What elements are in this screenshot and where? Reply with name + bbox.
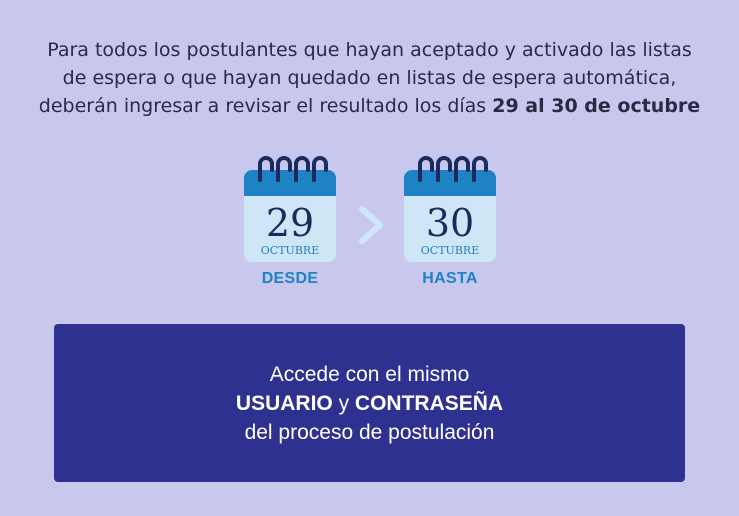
password-label: CONTRASEÑA bbox=[354, 391, 504, 415]
end-date-calendar: 30 OCTUBRE HASTA bbox=[402, 150, 498, 288]
intro-line-3: deberán ingresar a revisar el resultado … bbox=[20, 92, 719, 120]
start-caption: DESDE bbox=[261, 270, 319, 287]
start-day: 29 bbox=[266, 201, 314, 245]
start-month: OCTUBRE bbox=[261, 244, 319, 257]
end-caption: HASTA bbox=[422, 270, 478, 287]
intro-line-1: Para todos los postulantes que hayan ace… bbox=[47, 39, 692, 61]
access-info-box: Accede con el mismo USUARIO y CONTRASEÑA… bbox=[54, 324, 685, 482]
calendar-icon: 29 OCTUBRE bbox=[244, 156, 336, 262]
chevron-right-icon bbox=[359, 206, 383, 244]
date-range: 29 OCTUBRE DESDE 30 OCTUBRE HASTA bbox=[0, 150, 739, 300]
calendar-icon: 30 OCTUBRE bbox=[404, 156, 496, 262]
access-line-1: Accede con el mismo bbox=[269, 362, 470, 386]
access-line-2: USUARIO y CONTRASEÑA bbox=[236, 389, 503, 418]
date-range-highlight: 29 al 30 de octubre bbox=[492, 95, 701, 117]
start-date-calendar: 29 OCTUBRE DESDE bbox=[242, 150, 338, 288]
intro-line-3-text: deberán ingresar a revisar el resultado … bbox=[38, 95, 493, 117]
user-label: USUARIO bbox=[235, 391, 333, 415]
end-month: OCTUBRE bbox=[421, 244, 479, 257]
end-day: 30 bbox=[426, 201, 474, 245]
access-line-3: del proceso de postulación bbox=[244, 420, 495, 444]
intro-line-2: de espera o que hayan quedado en listas … bbox=[62, 67, 677, 89]
intro-text: Para todos los postulantes que hayan ace… bbox=[20, 36, 719, 120]
connector-text: y bbox=[332, 391, 355, 415]
